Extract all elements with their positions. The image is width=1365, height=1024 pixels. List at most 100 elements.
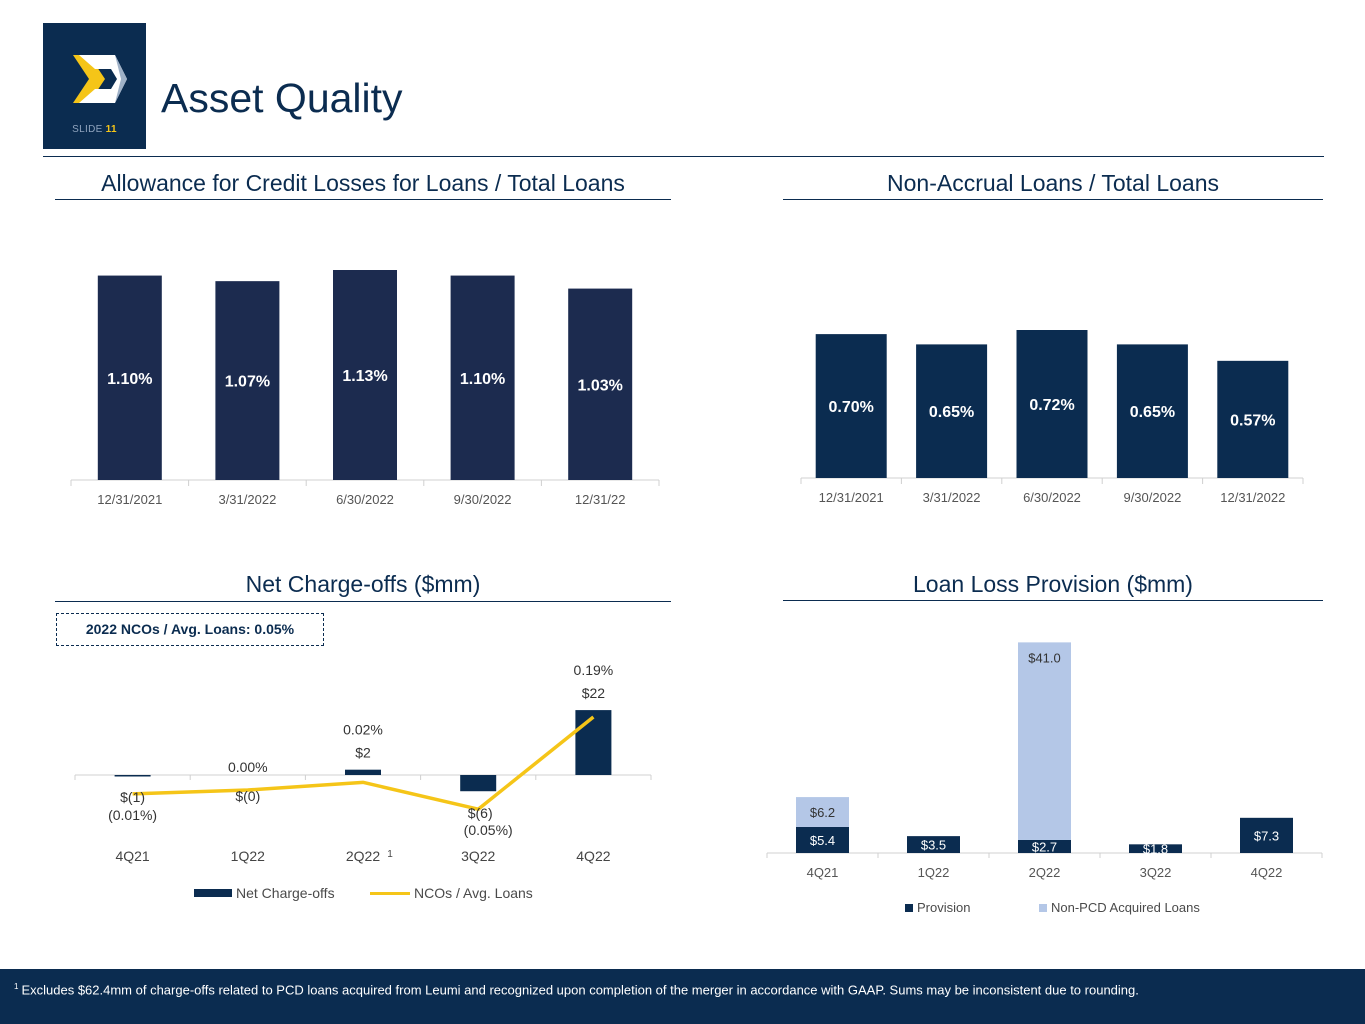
non-pcd-value-label: $6.2 xyxy=(810,805,835,820)
nco-title-rule xyxy=(55,601,671,602)
legend-label: NCOs / Avg. Loans xyxy=(414,885,533,901)
bar xyxy=(1116,344,1188,478)
allowance-title-rule xyxy=(55,199,671,200)
legend-label: Non-PCD Acquired Loans xyxy=(1051,900,1200,915)
legend-net-charge-offs: Net Charge-offs xyxy=(194,885,335,901)
nco-bar xyxy=(460,775,497,792)
nco-chart-title: Net Charge-offs ($mm) xyxy=(245,571,481,597)
nco-chart: $(1) (0.01%) 4Q21 $(0) 0.00% 1Q22 $2 0.02% 2Q22 1… xyxy=(74,662,652,864)
provision-chart: $5.4 $6.2 4Q21 $3.5 1Q22 $2.7 $41.0 2Q22 $1.8 3Q2… xyxy=(766,642,1323,880)
bar xyxy=(1217,360,1289,478)
x-tick-label: 4Q21 xyxy=(807,865,839,880)
bar xyxy=(450,275,515,480)
x-tick-label: 4Q22 xyxy=(576,848,610,864)
legend-non-pcd: Non-PCD Acquired Loans xyxy=(1039,900,1200,915)
nco-ratio-label: 0.02% xyxy=(343,722,383,738)
nco-ratio-line xyxy=(132,715,595,811)
x-tick-label: 12/31/22 xyxy=(575,492,626,507)
bar xyxy=(97,275,162,480)
bar-value-label: 0.57% xyxy=(1230,412,1275,429)
nonaccrual-title-rule xyxy=(783,199,1323,200)
bar xyxy=(333,270,397,480)
legend-provision: Provision xyxy=(905,900,970,915)
provision-value-label: $3.5 xyxy=(921,838,946,853)
x-tick-label: 2Q22 xyxy=(1029,865,1061,880)
provision-bar xyxy=(907,836,960,853)
provision-value-label: $1.8 xyxy=(1143,842,1168,857)
bar-value-label: 1.13% xyxy=(342,368,387,385)
provision-bar xyxy=(1129,844,1182,853)
bar-value-label: 1.10% xyxy=(460,371,505,388)
bar-value-label: 0.65% xyxy=(929,404,974,421)
x-tick-label: 4Q21 xyxy=(115,848,149,864)
x-tick-label: 9/30/2022 xyxy=(1123,490,1181,505)
title-divider xyxy=(43,156,1324,157)
legend-swatch xyxy=(1039,903,1047,912)
provision-title-rule xyxy=(783,600,1323,601)
x-tick-label: 6/30/2022 xyxy=(1023,490,1081,505)
footer-bar: 1 Excludes $62.4mm of charge-offs related… xyxy=(0,969,1365,1024)
provision-value-label: $5.4 xyxy=(810,833,835,848)
company-logo: SLIDE 11 xyxy=(43,23,146,149)
nco-value-label: $(1) xyxy=(120,789,145,805)
legend-label: Net Charge-offs xyxy=(236,885,335,901)
nco-bar xyxy=(114,775,151,777)
bar-value-label: 0.72% xyxy=(1029,397,1074,414)
nco-ratio-label: 0.00% xyxy=(228,759,268,775)
x-tick-label: 12/31/2022 xyxy=(1220,490,1285,505)
x-tick-label: 1Q22 xyxy=(918,865,950,880)
nco-value-label: $2 xyxy=(355,745,371,761)
provision-value-label: $7.3 xyxy=(1254,828,1279,843)
x-tick-label: 9/30/2022 xyxy=(454,492,512,507)
bar-value-label: 1.07% xyxy=(225,374,270,391)
legend-label: Provision xyxy=(917,900,971,915)
x-tick-label: 3/31/2022 xyxy=(923,490,981,505)
nco-value-label: $(6) xyxy=(468,805,493,821)
provision-bar xyxy=(1240,817,1293,853)
nco-ratio-label: (0.01%) xyxy=(108,807,157,823)
legend-nco-ratio: NCOs / Avg. Loans xyxy=(370,885,533,901)
legend-bar-swatch xyxy=(194,889,232,897)
provision-bar xyxy=(1018,839,1071,853)
bar xyxy=(815,334,887,478)
bar-value-label: 1.10% xyxy=(107,371,152,388)
allowance-chart: 1.10% 12/31/2021 1.07% 3/31/2022 1.13% 6/30/2… xyxy=(70,270,660,507)
bar-value-label: 0.70% xyxy=(829,399,874,416)
x-tick-label: 3/31/2022 xyxy=(218,492,276,507)
nco-bar xyxy=(345,769,381,775)
bar xyxy=(916,344,988,478)
slide-number: SLIDE 11 xyxy=(72,124,117,135)
nco-ratio-label: 0.19% xyxy=(574,662,614,678)
x-tick-label: 3Q22 xyxy=(1140,865,1172,880)
page-title: Asset Quality xyxy=(161,75,403,121)
nco-value-label: $(0) xyxy=(235,788,260,804)
x-tick-label: 4Q22 xyxy=(1251,865,1283,880)
footnote: 1 Excludes $62.4mm of charge-offs related… xyxy=(14,982,1139,998)
x-tick-label: 2Q22 xyxy=(346,848,380,864)
bar xyxy=(568,288,633,480)
nonaccrual-chart-title: Non-Accrual Loans / Total Loans xyxy=(887,170,1219,196)
bar xyxy=(215,281,280,480)
legend-swatch xyxy=(905,903,913,912)
nonaccrual-chart: 0.70% 12/31/2021 0.65% 3/31/2022 0.72% 6/30/2… xyxy=(800,330,1304,505)
non-pcd-value-label: $41.0 xyxy=(1028,650,1061,665)
nco-ratio-label: (0.05%) xyxy=(464,822,513,838)
legend-line-swatch xyxy=(370,891,410,895)
nco-bar xyxy=(575,710,612,775)
x-tick-label: 1Q22 xyxy=(231,848,265,864)
provision-value-label: $2.7 xyxy=(1032,839,1057,854)
provision-bar xyxy=(796,826,849,853)
non-pcd-bar xyxy=(1018,642,1071,840)
nco-callout-box: 2022 NCOs / Avg. Loans: 0.05% xyxy=(56,613,324,646)
bar xyxy=(1016,330,1088,478)
bar-value-label: 0.65% xyxy=(1130,404,1175,421)
allowance-chart-title: Allowance for Credit Losses for Loans / … xyxy=(101,170,625,196)
x-tick-label: 12/31/2021 xyxy=(819,490,884,505)
logo-mark xyxy=(73,55,127,103)
x-tick-footnote: 1 xyxy=(387,849,393,860)
provision-chart-title: Loan Loss Provision ($mm) xyxy=(913,571,1193,597)
bar-value-label: 1.03% xyxy=(578,377,623,394)
x-tick-label: 12/31/2021 xyxy=(97,492,162,507)
x-tick-label: 3Q22 xyxy=(461,848,495,864)
nco-value-label: $22 xyxy=(582,685,606,701)
